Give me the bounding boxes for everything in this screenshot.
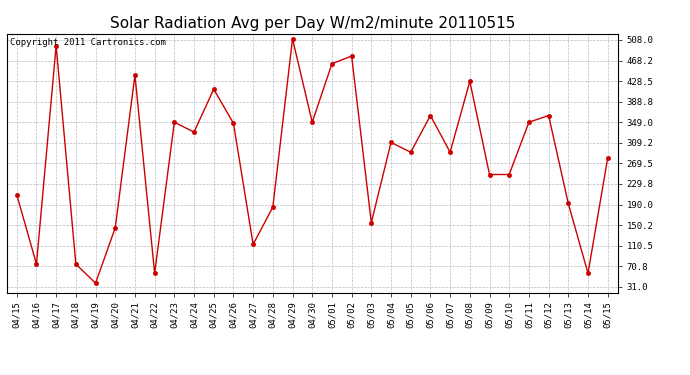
Text: Copyright 2011 Cartronics.com: Copyright 2011 Cartronics.com	[10, 38, 166, 46]
Title: Solar Radiation Avg per Day W/m2/minute 20110515: Solar Radiation Avg per Day W/m2/minute …	[110, 16, 515, 31]
